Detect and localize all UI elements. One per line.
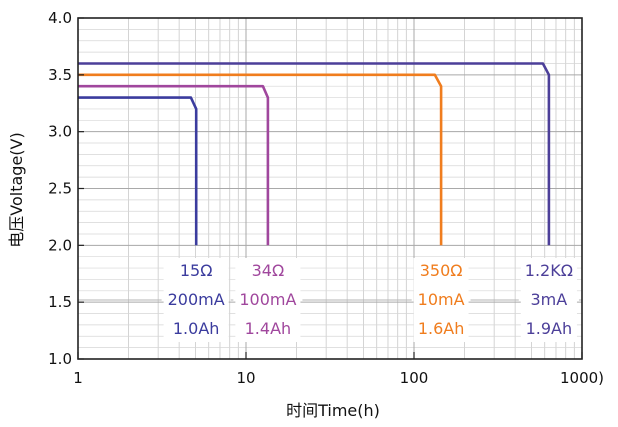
annotation-capacity-1: 1.0Ah xyxy=(173,319,220,338)
x-tick-label: 100 xyxy=(400,369,429,387)
y-tick-label: 4.0 xyxy=(48,9,72,27)
annotation-current-2: 100mA xyxy=(239,290,296,309)
y-tick-label: 3.0 xyxy=(48,123,72,141)
tick-marks xyxy=(77,17,583,360)
annotation-capacity-4: 1.9Ah xyxy=(526,319,573,338)
x-axis-title: 时间Time(h) xyxy=(286,401,380,420)
tick-labels: 1 10 100 1000) 1.0 1.5 2.0 2.5 3.0 3.5 4.0 xyxy=(48,9,604,387)
y-axis-title: 电压Voltage(V) xyxy=(7,132,26,247)
annotation-current-4: 3mA xyxy=(531,290,568,309)
annotation-resistance-4: 1.2KΩ xyxy=(525,261,573,280)
series-line-2 xyxy=(78,84,270,246)
series-line-1 xyxy=(78,96,198,246)
y-tick-label: 2.5 xyxy=(48,180,72,198)
annotation-leader-lines xyxy=(78,258,582,342)
major-gridlines xyxy=(77,17,583,360)
series-line-3 xyxy=(78,73,443,246)
annotation-resistance-1: 15Ω xyxy=(180,261,213,280)
y-tick-label: 2.0 xyxy=(48,236,72,254)
annotation-current-1: 200mA xyxy=(168,290,225,309)
annotation-current-3: 10mA xyxy=(418,290,465,309)
annotation-resistance-3: 350Ω xyxy=(420,261,463,280)
annotation-backing-3 xyxy=(413,258,469,342)
annotation-capacity-2: 1.4Ah xyxy=(245,319,292,338)
x-tick-label: 1000) xyxy=(560,369,604,387)
y-tick-label: 1.0 xyxy=(48,350,72,368)
x-tick-label: 10 xyxy=(236,369,255,387)
y-tick-label: 3.5 xyxy=(48,66,72,84)
series-annotations: 15Ω 200mA 1.0Ah 34Ω 100mA 1.4Ah 350Ω 10mA 1.6Ah 1… xyxy=(168,261,573,338)
series-line-4 xyxy=(78,62,551,246)
y-tick-label: 1.5 xyxy=(48,293,72,311)
series-layer xyxy=(78,62,551,246)
annotation-capacity-3: 1.6Ah xyxy=(418,319,465,338)
annotation-resistance-2: 34Ω xyxy=(252,261,285,280)
x-tick-label: 1 xyxy=(73,369,83,387)
annotation-backing-1 xyxy=(163,258,229,342)
annotation-backing-4 xyxy=(520,258,577,342)
annotation-backing-2 xyxy=(235,258,301,342)
